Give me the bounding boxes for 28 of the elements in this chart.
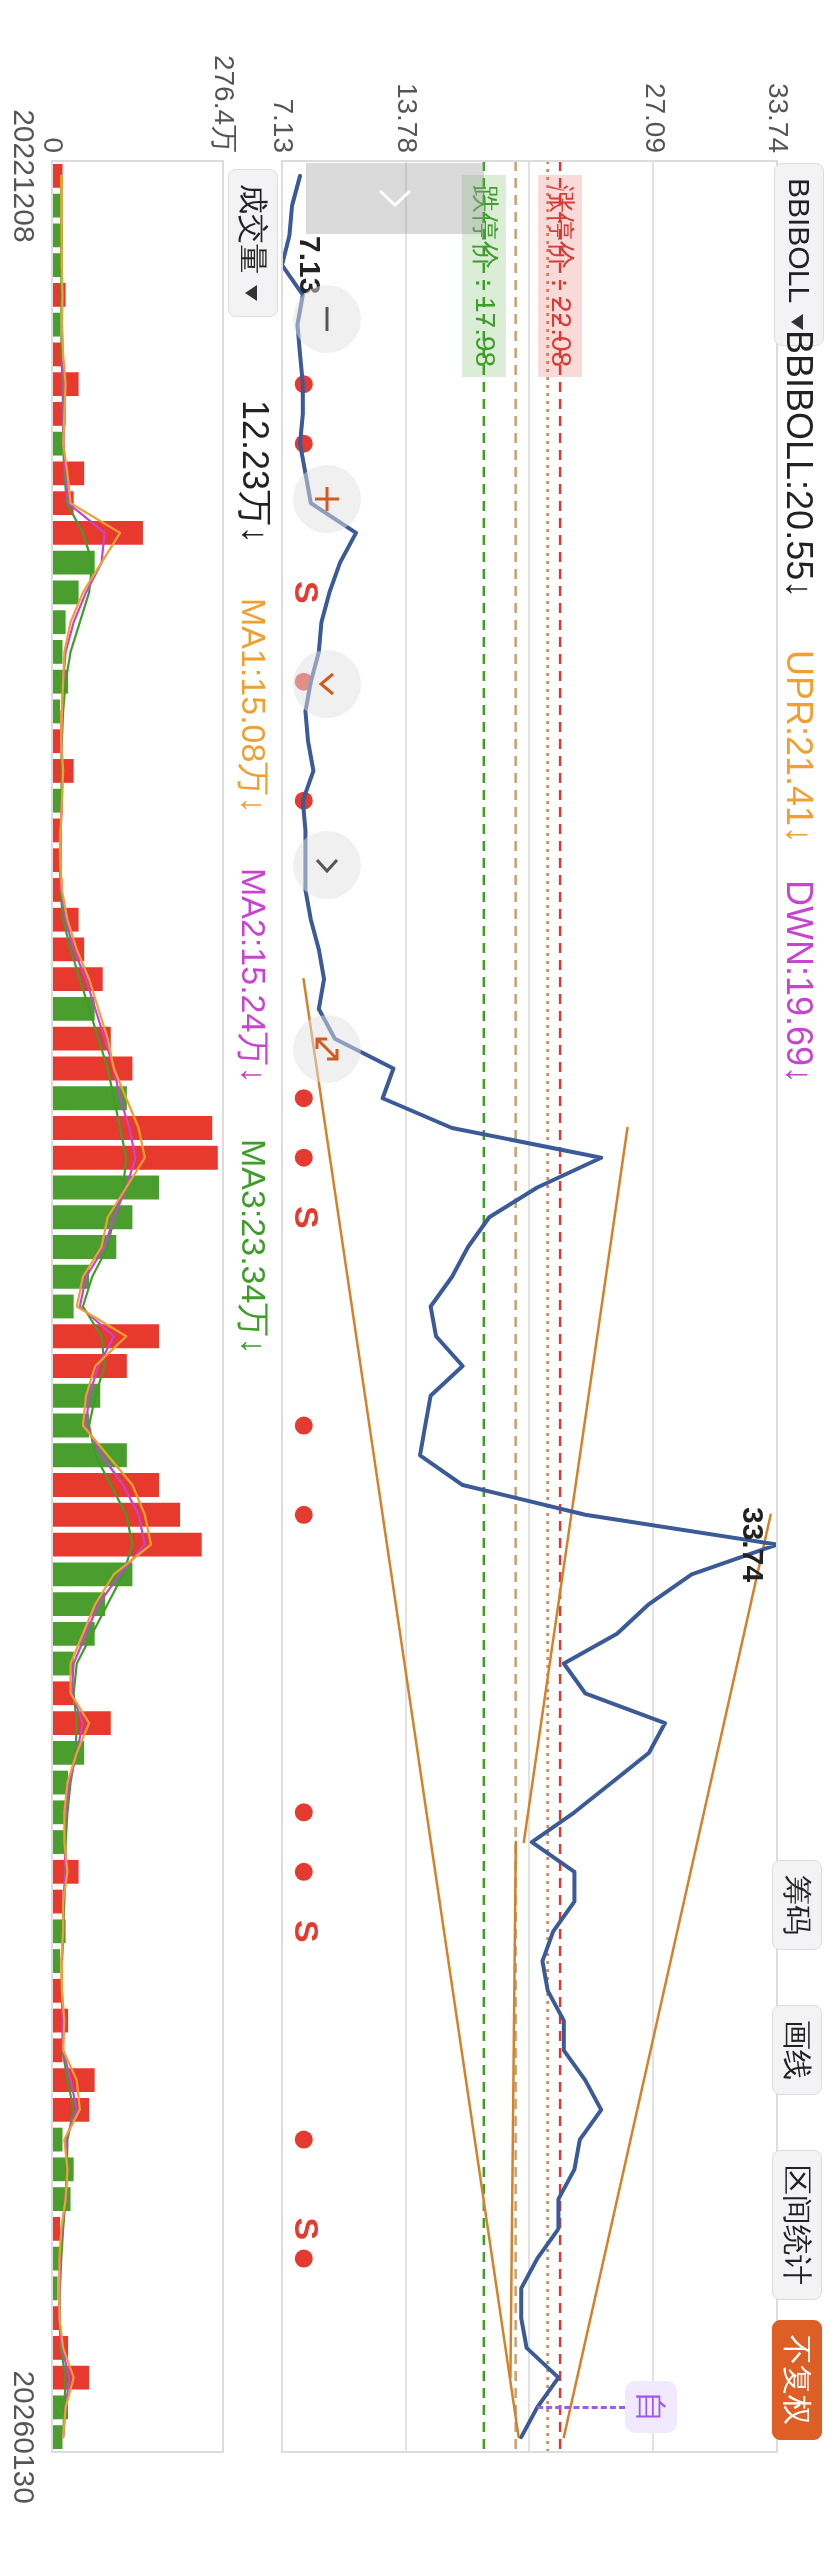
x-tick-label: 33.74	[763, 82, 795, 153]
text: 筹码	[772, 1860, 822, 1950]
annotation: S	[287, 1919, 326, 1943]
text: MA1:15.08万↓	[234, 598, 274, 814]
x-tick-label: 276.4万	[209, 54, 241, 153]
y-tick-label: 20221208	[7, 109, 41, 243]
text: 不复权	[772, 2320, 822, 2440]
annotation: S	[287, 581, 326, 604]
text: BBIBOLL	[783, 178, 816, 304]
text: 区间统计	[772, 2150, 822, 2300]
x-tick-label: 27.09	[639, 82, 671, 153]
x-tick-label: 13.78	[391, 82, 423, 153]
text: BBIBOLL:20.55↓	[778, 330, 820, 599]
text: MA2:15.24万↓	[234, 868, 274, 1084]
y-axis-title: 成交量	[237, 184, 270, 274]
text: 画线	[772, 2005, 822, 2095]
x-tick-label: 7.13	[268, 98, 300, 153]
annotation: 自	[632, 2390, 670, 2424]
text: 12.23万↓	[234, 400, 277, 545]
x-tick-label: 0	[38, 137, 70, 153]
annotation: 33.74	[736, 1506, 770, 1583]
annotation: S	[287, 2217, 326, 2241]
y-tick-label: 20260130	[7, 2370, 41, 2504]
text: MA3:23.34万↓	[234, 1138, 274, 1355]
text: DWN:19.69↓	[778, 880, 820, 1085]
annotation: S	[287, 1205, 326, 1229]
annotation: 7.13	[293, 235, 327, 295]
text: UPR:21.41↓	[778, 650, 820, 845]
